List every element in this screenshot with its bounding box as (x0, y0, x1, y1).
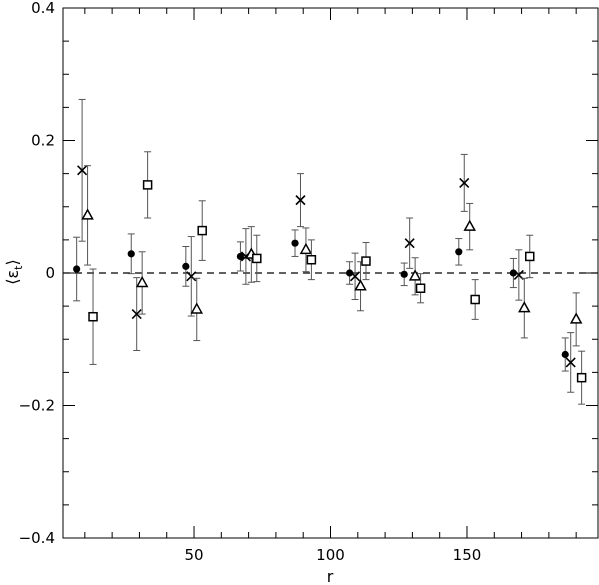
data-point (565, 332, 576, 393)
data-point (252, 234, 262, 283)
marker-filled-circle (73, 265, 81, 273)
marker-filled-circle (455, 248, 463, 256)
y-tick-label: −0.2 (19, 397, 55, 415)
marker-cross (459, 177, 470, 188)
data-point (186, 236, 197, 317)
series-open-triangle (81, 165, 583, 347)
y-tick-label: 0.4 (31, 0, 55, 17)
data-point (88, 268, 98, 365)
marker-cross (350, 271, 361, 282)
data-point (513, 249, 524, 301)
data-point (135, 251, 149, 315)
x-axis-label: r (327, 567, 334, 585)
marker-filled-circle (400, 270, 408, 278)
axes-group (62, 7, 599, 539)
data-point (525, 234, 535, 279)
data-point (73, 236, 81, 302)
data-point (400, 262, 408, 287)
data-point (306, 239, 317, 281)
data-point (561, 337, 569, 372)
marker-open-square (88, 311, 98, 322)
marker-filled-circle (127, 250, 135, 258)
data-point (361, 242, 371, 281)
marker-open-triangle (463, 219, 476, 231)
marker-open-square (197, 225, 207, 236)
marker-filled-circle (346, 269, 354, 277)
data-point (236, 241, 245, 272)
data-point (518, 277, 531, 339)
series-filled-circle (73, 229, 569, 372)
marker-open-triangle (81, 208, 94, 220)
marker-open-triangle (518, 301, 531, 313)
marker-open-square (306, 255, 317, 265)
data-point (404, 217, 415, 269)
marker-cross (186, 271, 197, 282)
marker-open-square (361, 256, 371, 266)
marker-open-square (525, 251, 535, 262)
data-point (142, 151, 153, 219)
data-point (81, 165, 94, 266)
data-point (299, 227, 313, 273)
data-point (463, 202, 476, 251)
data-point (415, 273, 426, 304)
marker-cross (295, 195, 306, 206)
data-point (350, 252, 361, 300)
x-tick-label: 50 (184, 546, 203, 564)
marker-cross (565, 357, 576, 368)
marker-filled-circle (291, 239, 299, 247)
y-axis-label-subscript: t (12, 265, 25, 270)
marker-open-square (576, 372, 587, 383)
data-point (576, 350, 587, 405)
data-marks-group (73, 98, 587, 405)
marker-open-square (252, 253, 262, 264)
y-tick-label: 0.2 (31, 132, 55, 150)
marker-filled-circle (182, 262, 190, 270)
marker-open-triangle (299, 242, 313, 255)
marker-open-square (470, 294, 480, 305)
series-open-square (88, 151, 587, 405)
marker-filled-circle (236, 252, 245, 261)
y-tick-label: −0.4 (19, 529, 55, 547)
marker-filled-circle (561, 350, 569, 359)
y-axis-label: ⟨εt⟩ (3, 259, 25, 284)
marker-cross (131, 309, 142, 320)
marker-open-triangle (190, 302, 204, 314)
marker-open-square (142, 180, 153, 190)
marker-open-triangle (408, 269, 422, 281)
marker-open-triangle (354, 279, 367, 291)
y-axis-label-main: ⟨ε (3, 270, 22, 285)
data-point (346, 261, 354, 285)
marker-open-triangle (135, 275, 149, 288)
data-point (455, 238, 463, 266)
x-tick-label: 150 (453, 546, 482, 564)
data-point (470, 279, 480, 320)
marker-cross (77, 165, 88, 176)
data-point (459, 153, 470, 212)
data-point (354, 261, 367, 312)
data-point (127, 233, 135, 275)
x-tick-label: 100 (316, 546, 345, 564)
data-point (131, 277, 142, 352)
data-point (182, 246, 190, 287)
data-point (408, 257, 422, 296)
marker-open-square (415, 283, 426, 293)
data-point (569, 292, 583, 347)
data-point (190, 277, 204, 342)
data-point (295, 173, 306, 228)
y-axis-label-close: ⟩ (3, 259, 22, 265)
marker-cross (404, 238, 415, 249)
marker-open-triangle (569, 312, 583, 324)
data-point (77, 98, 88, 242)
y-tick-label: 0 (45, 264, 55, 282)
data-point (197, 200, 207, 261)
labels-group: r ⟨εt⟩ −0.4 −0.2 0 0.2 0.4 50 100 150 (3, 0, 481, 585)
data-point (291, 229, 299, 257)
